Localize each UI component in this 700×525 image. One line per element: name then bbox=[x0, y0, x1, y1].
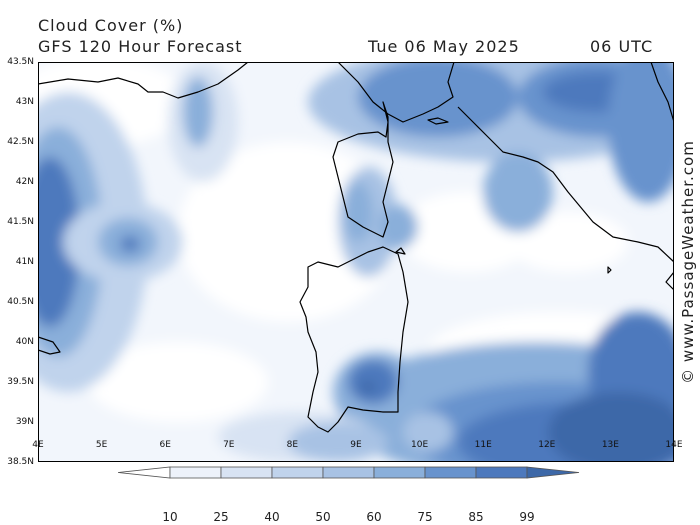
colorbar-label: 25 bbox=[213, 510, 229, 524]
credit-text: © www.PassageWeather.com bbox=[679, 140, 697, 384]
corsica-coast bbox=[332, 101, 394, 238]
lat-label: 42N bbox=[15, 177, 34, 187]
lon-label: 6E bbox=[159, 440, 171, 450]
italy-gulf bbox=[650, 62, 674, 123]
colorbar-label: 75 bbox=[417, 510, 433, 524]
colorbar-label: 10 bbox=[162, 510, 178, 524]
forecast-time: 06 UTC bbox=[590, 37, 654, 56]
france-coast bbox=[38, 62, 249, 99]
sardinia-island-north bbox=[395, 247, 406, 255]
lon-label: 10E bbox=[411, 440, 429, 450]
cloud-cover-map bbox=[38, 62, 674, 462]
colorbar-label: 40 bbox=[264, 510, 280, 524]
map-title: Cloud Cover (%) bbox=[38, 16, 184, 35]
cloud-cover-field bbox=[38, 62, 674, 462]
lat-label: 39N bbox=[15, 417, 34, 427]
colorbar-cell bbox=[220, 466, 273, 479]
map-border bbox=[38, 62, 674, 462]
lat-label: 40.5N bbox=[7, 297, 34, 307]
lat-label: 43.5N bbox=[7, 57, 34, 67]
lat-label: 42.5N bbox=[7, 137, 34, 147]
sicily-coast bbox=[665, 271, 674, 291]
italy-peninsula bbox=[457, 106, 674, 263]
colorbar-cell bbox=[526, 466, 580, 479]
forecast-date: Tue 06 May 2025 bbox=[368, 37, 520, 56]
ustica-island bbox=[607, 266, 612, 274]
colorbar-cell bbox=[322, 466, 375, 479]
lat-label: 41.5N bbox=[7, 217, 34, 227]
lat-label: 39.5N bbox=[7, 377, 34, 387]
lon-label: 8E bbox=[286, 440, 299, 450]
colorbar-cell bbox=[271, 466, 324, 479]
sardinia-coast bbox=[299, 246, 409, 433]
lat-label: 40N bbox=[15, 337, 34, 347]
colorbar-cell bbox=[169, 466, 222, 479]
colorbar-cell bbox=[424, 466, 477, 479]
colorbar-label: 60 bbox=[366, 510, 382, 524]
lon-label: 11E bbox=[474, 440, 492, 450]
lon-label: 13E bbox=[601, 440, 619, 450]
lat-label: 43N bbox=[15, 97, 34, 107]
coastlines bbox=[38, 62, 674, 433]
elba-island bbox=[427, 117, 449, 125]
colorbar-cell bbox=[475, 466, 528, 479]
colorbar-cell bbox=[373, 466, 426, 479]
lat-label: 38.5N bbox=[7, 457, 34, 467]
lon-label: 4E bbox=[32, 440, 44, 450]
map-subtitle: GFS 120 Hour Forecast bbox=[38, 37, 243, 56]
colorbar-cell bbox=[118, 466, 171, 479]
colorbar-label: 99 bbox=[519, 510, 535, 524]
colorbar-label: 85 bbox=[468, 510, 484, 524]
colorbar bbox=[118, 466, 580, 479]
lon-label: 5E bbox=[95, 440, 108, 450]
colorbar-label: 50 bbox=[315, 510, 331, 524]
balearic-minorca bbox=[38, 336, 61, 355]
lon-label: 7E bbox=[223, 440, 235, 450]
italy-coast bbox=[337, 62, 455, 123]
lon-label: 12E bbox=[538, 440, 556, 450]
lon-label: 14E bbox=[665, 440, 683, 450]
lon-label: 9E bbox=[350, 440, 362, 450]
lat-label: 41N bbox=[15, 257, 34, 267]
